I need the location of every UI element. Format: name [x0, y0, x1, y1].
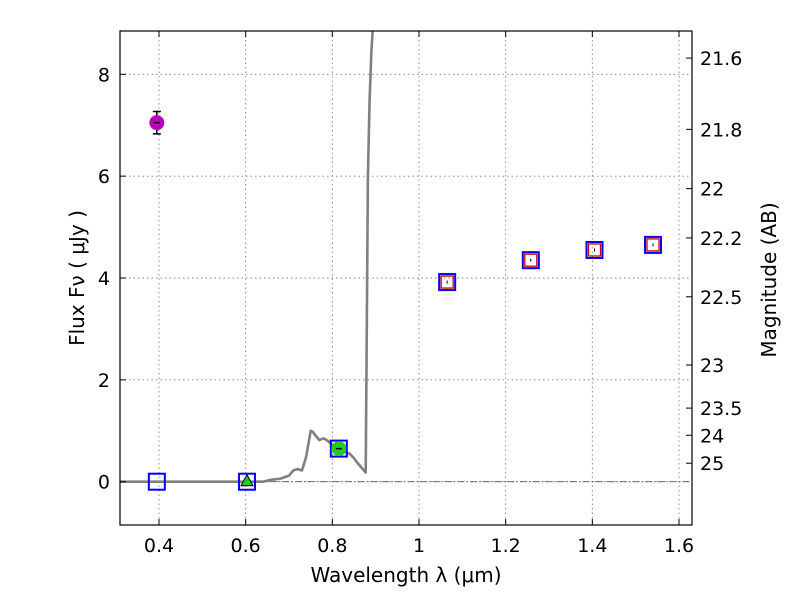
- y-tick-label: 8: [98, 64, 110, 86]
- x-tick-label: 0.8: [317, 535, 347, 557]
- x-tick-label: 0.6: [231, 535, 261, 557]
- model-spectrum-line: [120, 30, 374, 483]
- x-tick-label: 1.6: [664, 535, 694, 557]
- x-tick-label: 1.2: [491, 535, 521, 557]
- magnitude-axis-label: Magnitude (AB): [757, 202, 781, 357]
- x-axis-ticks: 0.4 0.6 0.8 1 1.2 1.4 1.6: [144, 31, 694, 557]
- model-photometry-marker: [329, 439, 348, 458]
- y-tick-label: 4: [98, 268, 110, 290]
- marker-layer: [147, 110, 662, 491]
- y-tick-label: 2: [98, 370, 110, 392]
- x-tick-label: 0.4: [144, 535, 174, 557]
- magnitude-tick-label: 24: [700, 425, 724, 447]
- magnitude-tick-label: 21.6: [700, 48, 742, 70]
- magnitude-tick-label: 22: [700, 179, 724, 201]
- observed-flux-marker: [524, 253, 538, 267]
- observed-flux-marker: [646, 238, 660, 252]
- magnitude-tick-label: 23.5: [700, 398, 742, 420]
- model-photometry-marker: [438, 273, 457, 292]
- x-tick-label: 1.4: [577, 535, 607, 557]
- x-tick-label: 1: [413, 535, 425, 557]
- model-photometry-marker: [644, 235, 662, 254]
- y-axis-ticks: 0 2 4 6 8: [98, 64, 126, 494]
- magnitude-tick-label: 25: [700, 453, 724, 475]
- y-axis-label: Flux Fν ( μJy ): [65, 210, 89, 346]
- upper-limit-marker: [240, 473, 254, 487]
- model-photometry-marker: [147, 472, 166, 491]
- observed-flux-marker: [587, 243, 602, 257]
- grid-layer: [120, 31, 692, 525]
- magnitude-tick-label: 21.8: [700, 119, 742, 141]
- magnitude-tick-label: 23: [700, 355, 724, 377]
- magnitude-tick-label: 22.5: [700, 287, 742, 309]
- y-tick-label: 6: [98, 166, 110, 188]
- magnitude-tick-label: 22.2: [700, 228, 742, 250]
- model-photometry-marker: [521, 251, 540, 270]
- magnitude-axis-ticks: 21.6 21.8 22 22.2 22.5 23 23.5 24 25: [686, 48, 742, 475]
- model-spectrum-layer: [120, 30, 374, 483]
- y-tick-label: 0: [98, 472, 110, 494]
- x-axis-label: Wavelength λ (μm): [310, 563, 501, 587]
- model-photometry-marker: [585, 240, 604, 259]
- observed-flux-marker: [440, 275, 454, 289]
